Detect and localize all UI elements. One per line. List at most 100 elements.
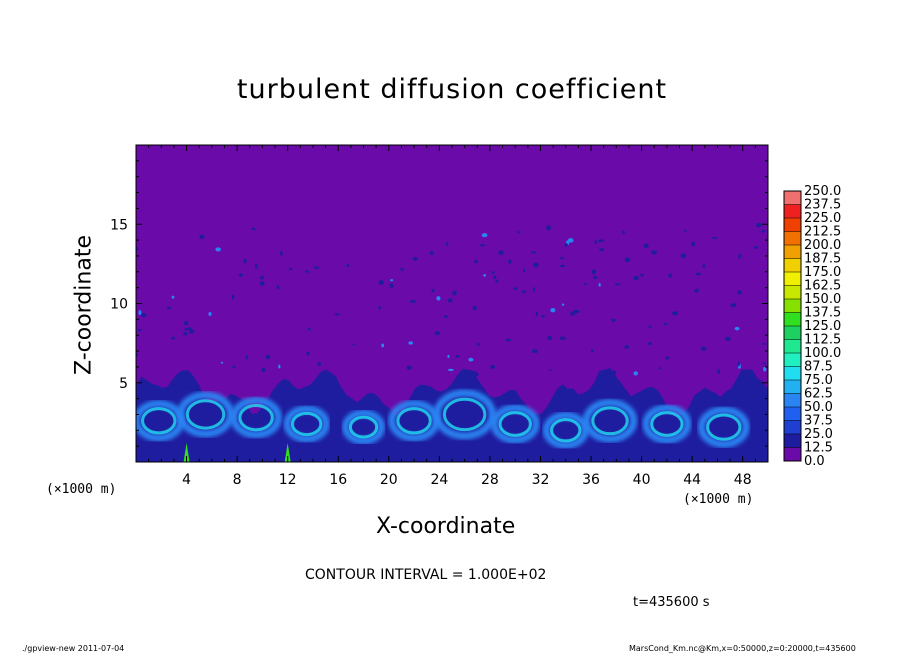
colorbar-label: 187.5 xyxy=(804,252,841,267)
colorbar: 0.012.525.037.550.062.575.087.5100.0112.… xyxy=(783,184,841,469)
turbulence-patch xyxy=(550,307,556,313)
turbulence-patch xyxy=(737,290,743,295)
footer-right: MarsCond_Km.nc@Km,x=0:50000,z=0:20000,t=… xyxy=(629,644,856,653)
turbulence-patch xyxy=(171,295,175,299)
colorbar-label: 0.0 xyxy=(804,454,825,469)
turbulence-patch xyxy=(429,251,434,256)
turbulence-patch xyxy=(547,335,553,341)
turbulence-patch xyxy=(532,349,539,354)
colorbar-label: 200.0 xyxy=(804,238,841,253)
turbulence-patch xyxy=(346,264,350,268)
turbulence-patch xyxy=(761,342,766,345)
eddy-ring xyxy=(341,409,386,445)
turbulence-patch xyxy=(220,361,224,364)
footer-left: ./gpview-new 2011-07-04 xyxy=(22,644,125,653)
x-tick-label: 4 xyxy=(182,472,191,488)
turbulence-patch xyxy=(491,271,495,274)
x-tick-label: 36 xyxy=(582,472,600,488)
turbulence-patch xyxy=(717,369,721,375)
eddy-core xyxy=(185,399,226,430)
turbulence-patch xyxy=(561,303,565,306)
colorbar-label: 87.5 xyxy=(804,360,833,375)
turbulence-patch xyxy=(243,258,247,264)
turbulence-patch xyxy=(711,236,718,239)
turbulence-patch xyxy=(531,251,537,254)
turbulence-patch xyxy=(559,336,566,340)
turbulence-patch xyxy=(141,312,147,318)
colorbar-swatch xyxy=(784,407,801,421)
turbulence-patch xyxy=(317,361,322,366)
turbulence-patch xyxy=(474,370,477,375)
turbulence-patch xyxy=(280,250,283,256)
eddy-ring xyxy=(230,396,282,439)
turbulence-patch xyxy=(614,283,621,286)
turbulence-patch xyxy=(633,275,639,281)
turbulence-patch xyxy=(738,254,742,259)
turbulence-patch xyxy=(546,225,552,231)
eddy-core xyxy=(396,407,432,435)
colorbar-swatch xyxy=(784,258,801,272)
eddy-ring xyxy=(176,391,235,438)
colorbar-swatch xyxy=(784,420,801,434)
turbulence-patch xyxy=(408,341,413,345)
colorbar-label: 112.5 xyxy=(804,333,841,348)
turbulence-patch xyxy=(694,288,699,293)
colorbar-swatch xyxy=(784,218,801,232)
eddy-core xyxy=(290,411,323,437)
turbulence-patch xyxy=(406,365,412,370)
colorbar-label: 237.5 xyxy=(804,198,841,213)
turbulence-patch xyxy=(756,222,762,228)
turbulence-patch xyxy=(289,267,293,271)
y-tick-label: 15 xyxy=(110,217,128,233)
turbulence-patch xyxy=(498,250,504,255)
turbulence-patch xyxy=(684,229,688,232)
turbulence-patch xyxy=(232,365,236,368)
turbulence-patch xyxy=(334,313,340,316)
chart-title: turbulent diffusion coefficient xyxy=(236,74,668,105)
x-tick-label: 32 xyxy=(532,472,550,488)
turbulence-patch xyxy=(238,273,244,277)
turbulence-patch xyxy=(734,326,740,331)
colorbar-swatch xyxy=(784,312,801,326)
colorbar-label: 162.5 xyxy=(804,279,841,294)
colorbar-swatch xyxy=(784,353,801,367)
turbulence-patch xyxy=(495,279,499,283)
turbulence-patch xyxy=(481,233,488,238)
turbulence-patch xyxy=(390,279,394,282)
colorbar-swatch xyxy=(784,272,801,286)
turbulence-patch xyxy=(622,230,625,235)
turbulence-patch xyxy=(517,231,520,234)
eddy-core xyxy=(442,397,487,432)
turbulence-patch xyxy=(261,367,266,373)
turbulence-patch xyxy=(493,275,497,280)
x-axis-label: X-coordinate xyxy=(376,514,516,539)
colorbar-swatch xyxy=(784,434,801,448)
turbulence-patch xyxy=(490,364,496,370)
turbulence-patch xyxy=(761,229,766,233)
turbulence-patch xyxy=(737,361,740,367)
heatmap-plot xyxy=(136,145,768,462)
colorbar-label: 212.5 xyxy=(804,225,841,240)
colorbar-swatch xyxy=(784,285,801,299)
x-tick-label: 28 xyxy=(481,472,499,488)
turbulence-patch xyxy=(549,368,552,372)
surface-peak xyxy=(284,442,291,462)
x-tick-label: 16 xyxy=(329,472,347,488)
colorbar-swatch xyxy=(784,380,801,394)
turbulence-patch xyxy=(474,259,478,264)
turbulence-patch xyxy=(567,238,574,243)
turbulence-patch xyxy=(559,257,564,260)
turbulence-patch xyxy=(763,366,767,372)
turbulence-patch xyxy=(278,364,281,369)
turbulence-patch xyxy=(598,239,605,243)
colorbar-swatch xyxy=(784,231,801,245)
turbulence-patch xyxy=(448,368,454,372)
turbulence-patch xyxy=(381,343,385,348)
colorbar-label: 250.0 xyxy=(804,184,841,199)
turbulence-patch xyxy=(251,227,256,231)
turbulence-patch xyxy=(593,275,598,280)
turbulence-patch xyxy=(668,273,673,278)
turbulence-patch xyxy=(533,262,539,268)
turbulence-patch xyxy=(521,290,527,294)
turbulence-patch xyxy=(389,283,394,288)
